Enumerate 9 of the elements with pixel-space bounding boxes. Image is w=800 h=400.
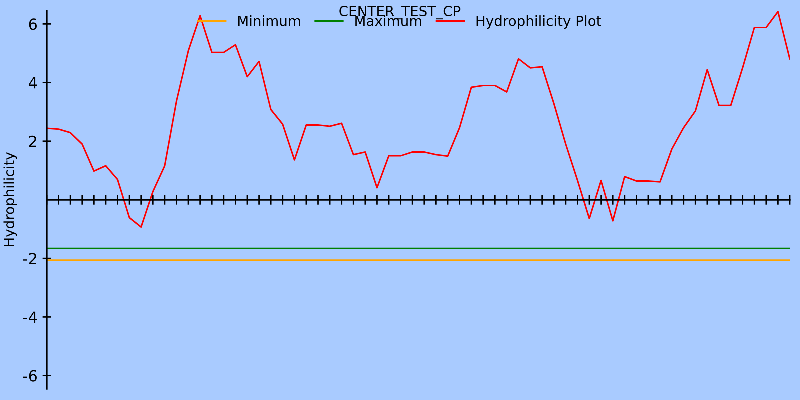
legend-label: Hydrophilicity Plot xyxy=(476,16,602,29)
y-tick-label: 4 xyxy=(29,77,38,89)
y-tick-label: -4 xyxy=(23,312,38,324)
y-tick-label: -2 xyxy=(23,253,36,264)
y-axis-title: Hydrophilicity xyxy=(4,152,18,247)
legend-label: Minimum xyxy=(238,16,300,26)
y-tick-label: 2 xyxy=(29,136,36,148)
y-tick-label: 6 xyxy=(29,18,38,30)
y-tick-label: -6 xyxy=(23,370,38,382)
